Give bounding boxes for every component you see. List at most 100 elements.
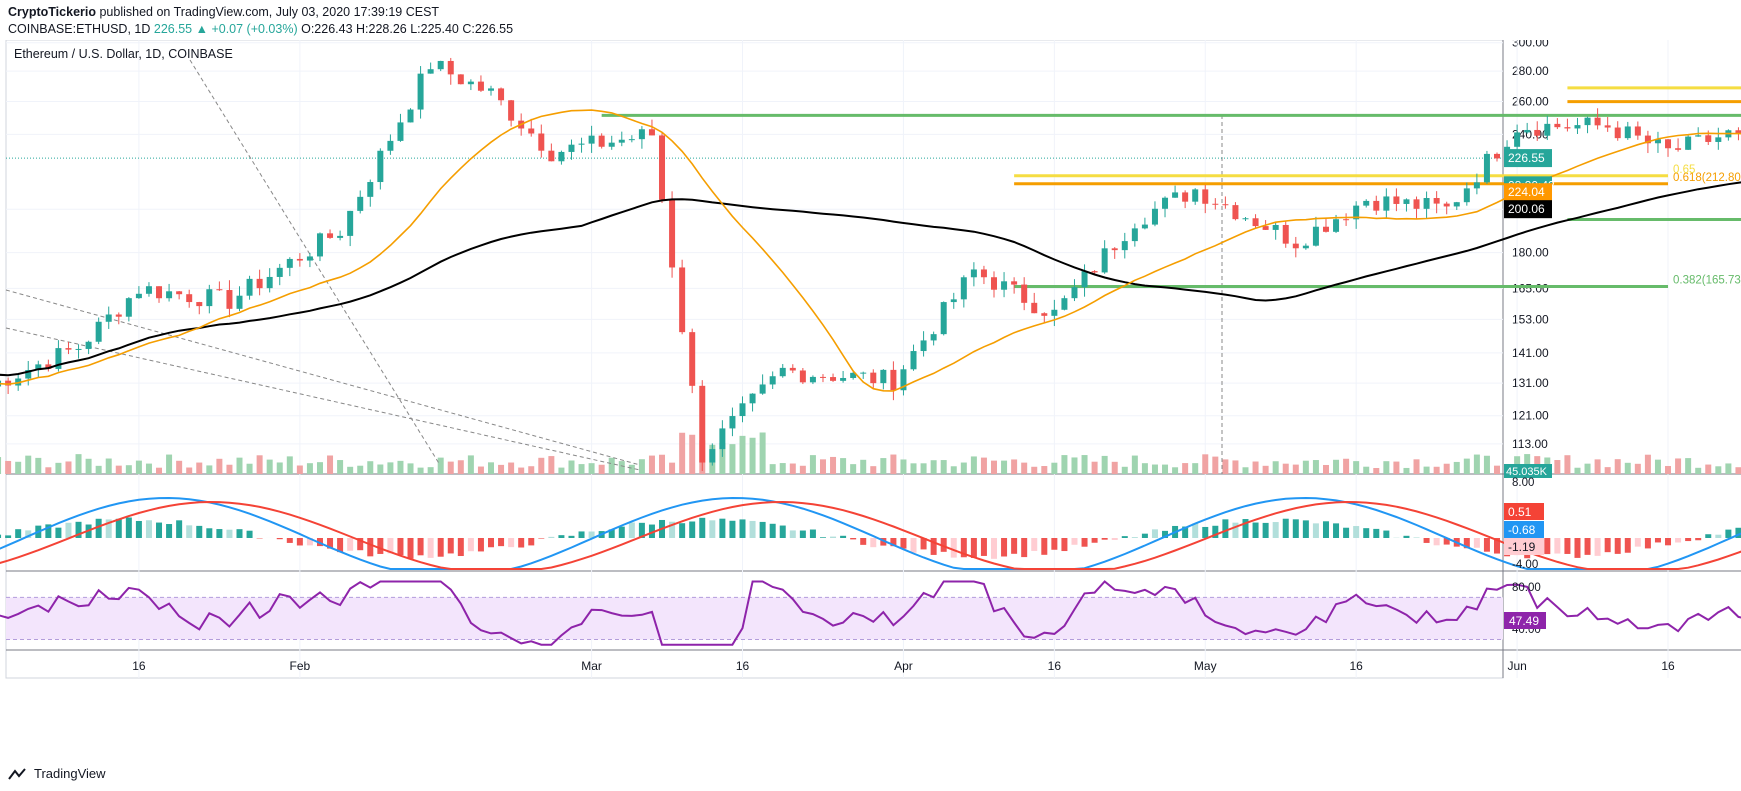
macd-histogram-bar: [759, 521, 766, 538]
volume-bar: [65, 461, 72, 474]
macd-histogram-bar: [246, 530, 253, 538]
candle-body: [166, 291, 173, 299]
candle-body: [1292, 243, 1299, 249]
volume-bar: [1001, 460, 1008, 474]
volume-bar: [950, 466, 957, 474]
macd-histogram-bar: [1715, 534, 1722, 538]
volume-bar: [1121, 466, 1128, 474]
price-badge-label: 224.04: [1508, 185, 1545, 199]
candle-body: [115, 314, 122, 317]
macd-histogram-bar: [679, 523, 686, 538]
volume-bar: [296, 465, 303, 474]
candle-body: [1353, 205, 1360, 220]
macd-badge-label: -0.68: [1508, 523, 1536, 537]
candle-body: [1644, 135, 1651, 144]
fib-level-label: 0.65: [1673, 164, 1695, 176]
macd-histogram-bar: [1705, 534, 1712, 538]
candle-body: [176, 291, 183, 295]
candle-body: [1594, 117, 1601, 126]
macd-histogram-bar: [477, 538, 484, 552]
y-tick-label: 180.00: [1512, 246, 1549, 260]
volume-bar: [1403, 467, 1410, 474]
volume-bar: [759, 432, 766, 474]
candle-body: [1051, 309, 1058, 316]
x-tick-label: Mar: [581, 659, 602, 673]
macd-histogram-bar: [457, 538, 464, 557]
y-tick-label: 280.00: [1512, 64, 1549, 78]
macd-histogram-bar: [1182, 526, 1189, 538]
volume-bar: [960, 462, 967, 474]
candle-body: [286, 258, 293, 268]
volume-bar: [206, 465, 213, 474]
author-name[interactable]: CryptoTickerio: [8, 5, 96, 19]
candle-body: [1071, 287, 1078, 299]
candle-body: [950, 299, 957, 303]
x-tick-label: 16: [1661, 659, 1675, 673]
candle-body: [669, 199, 676, 268]
candle-body: [789, 367, 796, 371]
macd-histogram-bar: [1312, 523, 1319, 538]
volume-bar: [1172, 467, 1179, 474]
candle-body: [749, 393, 756, 404]
volume-bar: [568, 460, 575, 474]
candle-body: [608, 142, 615, 147]
volume-bar: [477, 466, 484, 474]
volume-bar: [930, 460, 937, 474]
macd-histogram-bar: [296, 538, 303, 546]
macd-histogram-bar: [145, 520, 152, 538]
price-chart[interactable]: 300.00280.00260.00240.00200.00180.00165.…: [0, 40, 1741, 760]
fib-level-label: 0.382(165.73): [1673, 275, 1741, 287]
volume-bar: [1413, 459, 1420, 474]
candle-body: [598, 135, 605, 147]
volume-bar: [648, 455, 655, 474]
y-tick-label: 153.00: [1512, 312, 1549, 326]
volume-bar: [467, 455, 474, 474]
candle-body: [1222, 204, 1229, 206]
macd-histogram-bar: [769, 523, 776, 538]
macd-histogram-bar: [960, 538, 967, 558]
trend-line-dashed: [189, 59, 441, 466]
macd-histogram-bar: [890, 538, 897, 547]
candle-body: [35, 364, 42, 371]
volume-bar: [1071, 457, 1078, 474]
y-tick-label: 113.00: [1512, 437, 1548, 451]
candle-body: [679, 267, 686, 333]
candle-body: [890, 369, 897, 391]
macd-histogram-bar: [1091, 538, 1098, 543]
volume-bar: [1151, 464, 1158, 474]
volume-bar: [528, 466, 535, 474]
macd-histogram-bar: [1373, 528, 1380, 538]
macd-histogram-bar: [1322, 521, 1329, 538]
volume-bar: [447, 461, 454, 474]
candle-body: [1564, 127, 1571, 129]
candle-body: [799, 370, 806, 383]
volume-bar: [1011, 459, 1018, 474]
volume-bar: [95, 465, 102, 474]
macd-histogram-bar: [578, 531, 585, 538]
macd-histogram-bar: [669, 521, 676, 538]
candle-body: [1212, 203, 1219, 205]
candle-body: [1121, 241, 1128, 251]
candle-body: [125, 298, 132, 317]
volume-bar: [840, 458, 847, 474]
candle-body: [719, 428, 726, 450]
candle-body: [991, 277, 997, 290]
volume-bar: [518, 467, 525, 474]
macd-histogram-bar: [1685, 538, 1692, 542]
rsi-line: [0, 580, 1741, 646]
macd-histogram-bar: [508, 538, 515, 548]
macd-histogram-bar: [528, 538, 535, 546]
candle-body: [306, 256, 313, 261]
macd-histogram-bar: [789, 530, 796, 538]
candle-body: [638, 129, 645, 140]
tradingview-brand[interactable]: TradingView: [34, 766, 106, 781]
macd-histogram-bar: [991, 538, 997, 559]
candle-body: [880, 369, 887, 384]
candle-body: [930, 334, 937, 341]
published-text: published on TradingView.com, July 03, 2…: [99, 5, 440, 19]
candle-body: [568, 144, 575, 152]
volume-bar: [1192, 463, 1199, 474]
macd-histogram-bar: [1121, 536, 1128, 538]
volume-bar: [1725, 463, 1732, 474]
candle-body: [1322, 226, 1329, 232]
